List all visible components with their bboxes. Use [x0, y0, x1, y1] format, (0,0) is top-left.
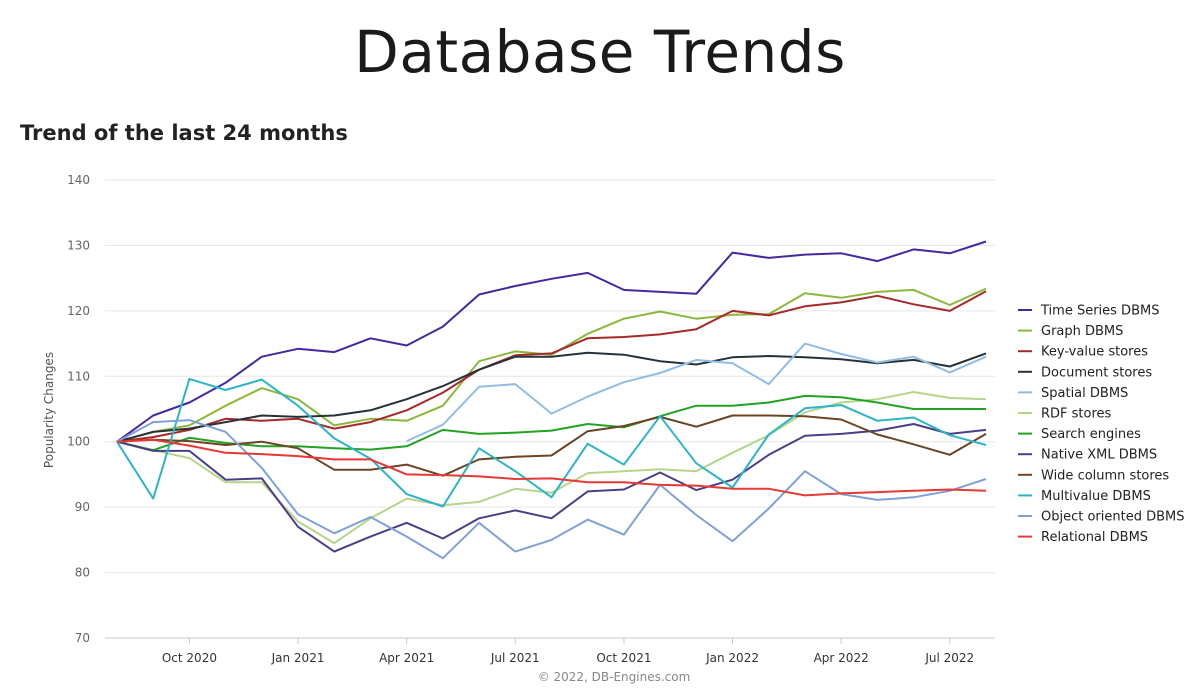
- series-lines: [116, 240, 987, 560]
- legend-label: Multivalue DBMS: [1041, 489, 1151, 504]
- y-tick-label: 80: [75, 566, 90, 580]
- legend-item[interactable]: Native XML DBMS: [1018, 448, 1157, 463]
- series-line-rdf-stores: [116, 391, 987, 545]
- y-tick-label: 70: [75, 631, 90, 645]
- y-tick-label: 90: [75, 500, 90, 514]
- x-tick-label: Jan 2022: [705, 651, 759, 665]
- y-tick-label: 120: [67, 304, 90, 318]
- legend: Time Series DBMS Graph DBMS Key-value stor…: [1018, 304, 1185, 545]
- x-tick-label: Jan 2021: [271, 651, 325, 665]
- x-tick-label: Jul 2022: [924, 651, 974, 665]
- legend-label: Key-value stores: [1041, 345, 1148, 360]
- legend-item[interactable]: Spatial DBMS: [1018, 386, 1128, 401]
- y-axis-label: Popularity Changes: [42, 352, 56, 468]
- legend-item[interactable]: Object oriented DBMS: [1018, 510, 1185, 525]
- legend-label: Relational DBMS: [1041, 530, 1148, 545]
- legend-item[interactable]: Relational DBMS: [1018, 530, 1148, 545]
- legend-item[interactable]: RDF stores: [1018, 407, 1112, 422]
- y-tick-label: 140: [67, 173, 90, 187]
- legend-label: RDF stores: [1041, 407, 1112, 422]
- legend-label: Spatial DBMS: [1041, 386, 1128, 401]
- legend-label: Wide column stores: [1041, 468, 1169, 483]
- slide-title: Database Trends: [354, 18, 846, 86]
- grid-lines: [105, 179, 995, 639]
- legend-item[interactable]: Wide column stores: [1018, 468, 1169, 483]
- x-tick-label: Apr 2021: [379, 651, 434, 665]
- chart-title: Trend of the last 24 months: [20, 121, 348, 145]
- y-tick-label: 130: [67, 238, 90, 252]
- series-line-native-xml-dbms: [116, 423, 987, 553]
- legend-item[interactable]: Graph DBMS: [1018, 324, 1123, 339]
- legend-label: Document stores: [1041, 365, 1152, 380]
- legend-label: Search engines: [1041, 427, 1141, 442]
- legend-label: Native XML DBMS: [1041, 448, 1157, 463]
- x-tick-label: Oct 2021: [596, 651, 651, 665]
- legend-item[interactable]: Multivalue DBMS: [1018, 489, 1151, 504]
- x-tick-label: Apr 2022: [814, 651, 869, 665]
- legend-item[interactable]: Key-value stores: [1018, 345, 1148, 360]
- series-line-document-stores: [116, 351, 987, 443]
- series-line-key-value-stores: [116, 290, 987, 443]
- series-line-object-oriented-dbms: [116, 419, 987, 560]
- series-line-graph-dbms: [116, 287, 987, 443]
- series-line-time-series-dbms: [116, 240, 987, 443]
- series-line-wide-column-stores: [116, 414, 987, 477]
- legend-item[interactable]: Document stores: [1018, 365, 1152, 380]
- y-axis-ticks: 70 80 90 100 110 120 130 140: [67, 173, 90, 645]
- x-tick-label: Jul 2021: [490, 651, 540, 665]
- legend-label: Object oriented DBMS: [1041, 510, 1185, 525]
- series-line-spatial-dbms: [406, 342, 987, 443]
- x-axis-ticks: Oct 2020 Jan 2021 Apr 2021 Jul 2021 Oct 2021…: [162, 638, 974, 665]
- series-line-multivalue-dbms: [116, 377, 987, 508]
- x-tick-label: Oct 2020: [162, 651, 217, 665]
- y-tick-label: 110: [67, 369, 90, 383]
- chart-credit: © 2022, DB-Engines.com: [538, 670, 691, 684]
- series-line-search-engines: [116, 394, 986, 452]
- legend-label: Time Series DBMS: [1040, 304, 1159, 319]
- series-line-relational-dbms: [116, 438, 987, 497]
- legend-label: Graph DBMS: [1041, 324, 1123, 339]
- y-tick-label: 100: [67, 435, 90, 449]
- legend-item[interactable]: Time Series DBMS: [1018, 304, 1159, 319]
- legend-item[interactable]: Search engines: [1018, 427, 1141, 442]
